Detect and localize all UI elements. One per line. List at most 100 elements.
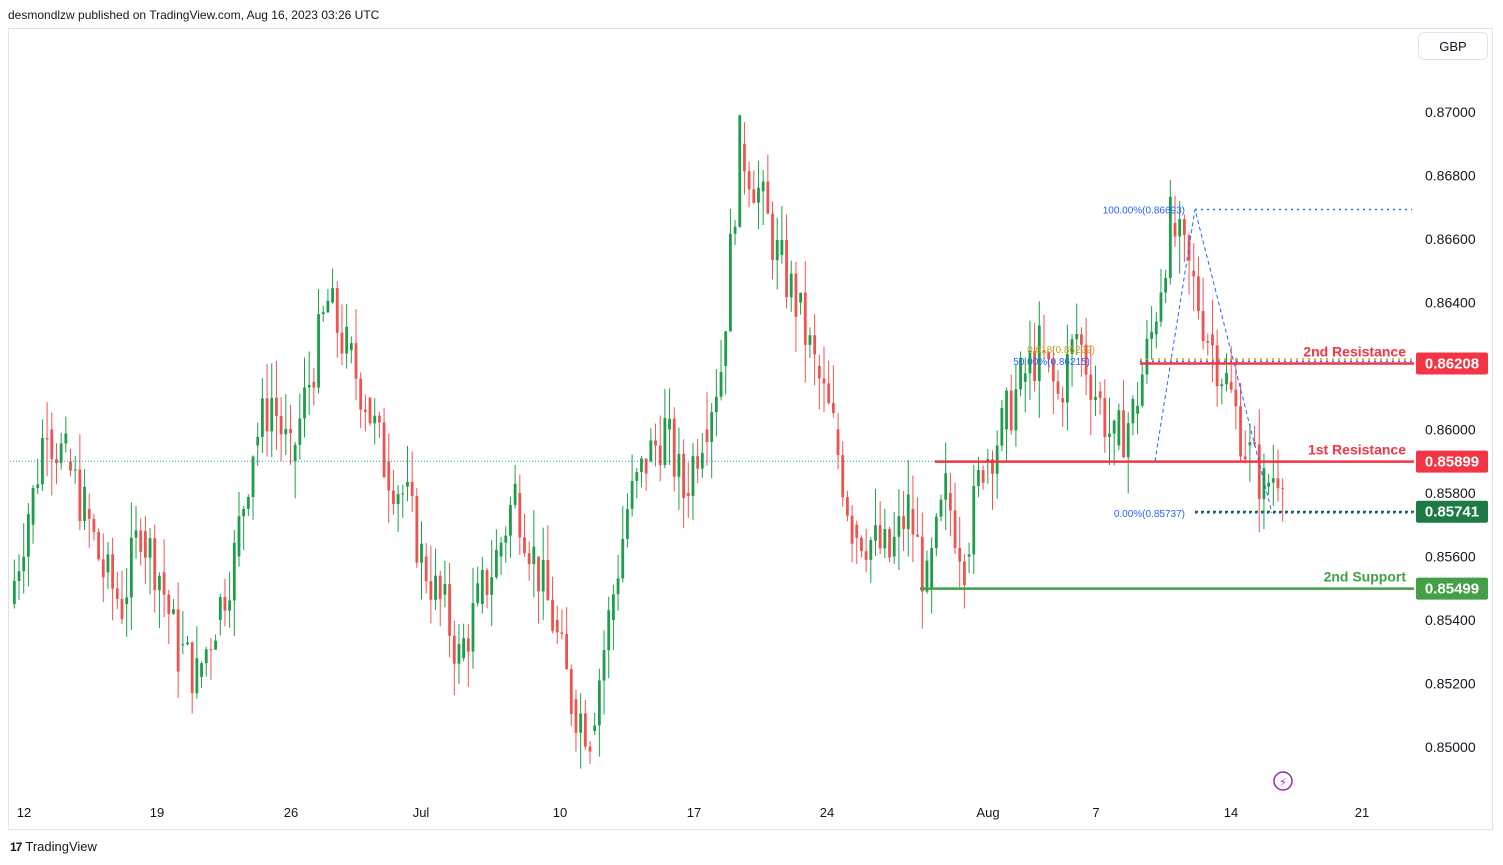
- candle-body: [260, 398, 264, 437]
- candle-body: [944, 473, 948, 500]
- candle-body: [757, 187, 760, 203]
- candle-body: [1253, 442, 1256, 445]
- candle-body: [1239, 406, 1242, 457]
- y-axis-tick-label: 0.86600: [1425, 231, 1476, 247]
- candle-body: [448, 584, 451, 636]
- candle-body: [1089, 374, 1093, 401]
- candle-body: [822, 378, 826, 384]
- candle-body: [265, 398, 269, 432]
- candle-body: [1080, 334, 1083, 345]
- candle-body: [686, 493, 690, 496]
- candle-body: [1206, 341, 1210, 343]
- candle-body: [363, 409, 367, 413]
- lightning-glyph: ⚡: [1279, 777, 1287, 789]
- candle-body: [223, 597, 227, 611]
- fib-level-label: 100.00%(0.86693): [1103, 205, 1185, 216]
- candle-body: [841, 455, 845, 498]
- price-axis-badge: [1416, 450, 1488, 473]
- y-axis-tick-label: 0.85400: [1425, 612, 1476, 628]
- y-axis-tick-label: 0.86800: [1425, 168, 1476, 184]
- candle-body: [574, 699, 578, 733]
- candle-body: [466, 638, 470, 652]
- candle-body: [977, 469, 980, 486]
- candle-body: [658, 445, 662, 466]
- candle-body: [906, 494, 910, 530]
- tradingview-logo-icon: 17: [10, 839, 22, 854]
- candle-body: [1178, 219, 1182, 237]
- currency-selector-button[interactable]: GBP: [1418, 32, 1488, 60]
- candle-body: [930, 548, 934, 589]
- x-axis-tick-label: 17: [687, 805, 701, 820]
- candle-body: [1042, 350, 1046, 352]
- candle-body: [635, 472, 639, 481]
- y-axis-tick-label: 0.86400: [1425, 295, 1476, 311]
- candle-body: [1000, 408, 1004, 446]
- candle-body: [771, 213, 774, 261]
- candle-body: [1084, 344, 1088, 375]
- candle-body: [434, 575, 437, 600]
- candle-body: [148, 538, 152, 558]
- candle-body: [172, 609, 175, 614]
- candle-body: [181, 644, 185, 646]
- candle-body: [1159, 292, 1163, 322]
- candle-body: [359, 378, 363, 410]
- candle-body: [368, 397, 372, 424]
- candle-body: [1211, 334, 1214, 346]
- candle-body: [934, 516, 938, 549]
- candle-body: [855, 524, 859, 538]
- candle-body: [827, 383, 831, 403]
- candle-body: [649, 440, 653, 462]
- candle-body: [232, 542, 236, 601]
- candle-body: [1094, 396, 1097, 401]
- candle-body: [340, 332, 344, 354]
- candle-body: [284, 428, 288, 435]
- candle-body: [1243, 456, 1247, 460]
- candle-body: [869, 540, 873, 560]
- candle-body: [92, 518, 96, 532]
- candle-body: [22, 556, 26, 572]
- candle-body: [583, 713, 587, 747]
- x-axis-tick-label: 26: [284, 805, 298, 820]
- candle-body: [616, 578, 620, 595]
- candle-body: [607, 610, 611, 651]
- candle-body: [312, 381, 316, 388]
- x-axis-tick-label: 10: [553, 805, 567, 820]
- candle-body: [878, 525, 882, 549]
- candle-body: [663, 418, 667, 466]
- x-axis-tick-label: 14: [1224, 805, 1238, 820]
- candle-body: [897, 516, 901, 537]
- fib-level-label: 50.00%(0.86215): [1013, 357, 1090, 368]
- candle-body: [813, 335, 817, 355]
- candle-body: [354, 343, 358, 379]
- candle-body: [69, 461, 72, 471]
- candle-body: [443, 584, 447, 595]
- lightning-icon[interactable]: [1273, 771, 1293, 791]
- candle-body: [799, 292, 803, 303]
- candle-body: [1126, 423, 1130, 458]
- candle-body: [831, 402, 835, 414]
- candle-body: [176, 609, 180, 672]
- candle-body: [50, 429, 54, 460]
- candle-body: [752, 189, 756, 203]
- candle-body: [406, 482, 409, 487]
- candle-body: [986, 459, 990, 462]
- candle-body: [803, 292, 807, 345]
- candle-body: [401, 493, 405, 495]
- candle-body: [167, 594, 171, 614]
- y-axis-tick-label: 0.85200: [1425, 676, 1476, 692]
- candle-body: [1065, 354, 1069, 403]
- candle-body: [939, 499, 943, 517]
- candle-body: [26, 513, 30, 557]
- candle-body: [747, 171, 751, 190]
- candle-body: [162, 572, 166, 595]
- candle-body: [1037, 325, 1041, 382]
- candle-body: [677, 453, 681, 477]
- candle-body: [733, 226, 737, 234]
- candle-body: [410, 482, 414, 497]
- candle-body: [972, 485, 976, 555]
- candle-body: [991, 459, 994, 474]
- tradingview-logo[interactable]: 17 TradingView: [10, 839, 97, 854]
- candle-body: [471, 603, 475, 652]
- candle-body: [1051, 359, 1055, 382]
